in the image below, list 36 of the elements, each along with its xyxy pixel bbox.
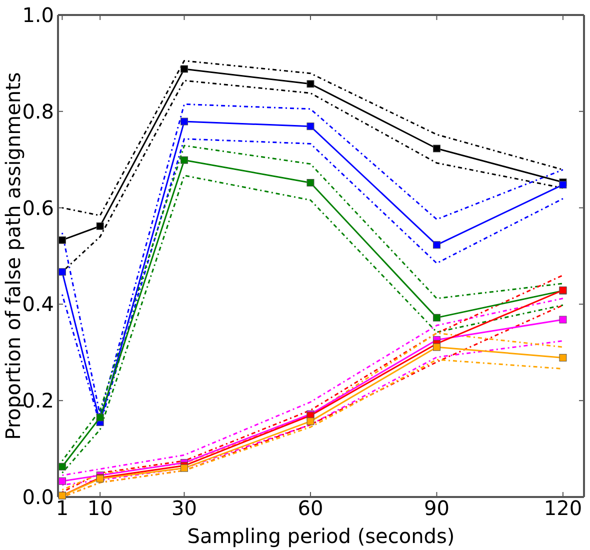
x-tick-label: 90 [424, 496, 450, 520]
point [180, 65, 188, 73]
point [306, 122, 314, 130]
y-tick-label: 0.4 [22, 292, 54, 316]
x-axis-title: Sampling period (seconds) [187, 524, 455, 548]
point [306, 418, 314, 426]
point [306, 80, 314, 88]
y-tick-label: 1.0 [22, 3, 54, 27]
line-series [61, 60, 564, 216]
point [58, 236, 66, 244]
point [559, 316, 567, 324]
y-tick-label: 0.8 [22, 99, 54, 124]
point [559, 354, 567, 362]
y-tick-label: 0.0 [22, 485, 54, 509]
point [432, 314, 440, 322]
point [432, 144, 440, 152]
point [180, 464, 188, 472]
point [432, 241, 440, 249]
point [180, 118, 188, 126]
point [306, 178, 314, 186]
point [559, 180, 567, 188]
x-tick-label: 120 [544, 496, 582, 520]
point [58, 462, 66, 470]
y-axis-title: Proportion of false path assignments [1, 72, 25, 440]
x-tick-label: 10 [87, 496, 113, 520]
point [58, 477, 66, 485]
point [96, 414, 104, 422]
y-tick-label: 0.6 [22, 196, 54, 220]
x-tick-label: 30 [172, 496, 197, 520]
x-tick-label: 60 [298, 496, 324, 520]
x-tick-label: 1 [56, 496, 69, 520]
y-tick-label: 0.2 [22, 388, 54, 413]
point [96, 222, 104, 230]
point [432, 343, 440, 351]
point [58, 268, 66, 276]
point [180, 156, 188, 164]
